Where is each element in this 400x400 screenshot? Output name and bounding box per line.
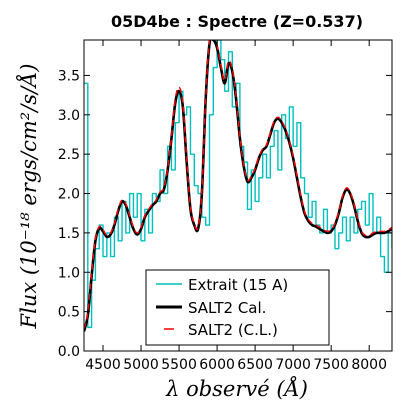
y-tick-label: 1.0 [58, 265, 80, 281]
x-tick-label: 8000 [351, 357, 387, 373]
y-axis-label: Flux (10⁻¹⁸ ergs/cm²/s/Å) [16, 64, 41, 330]
x-tick-label: 7000 [275, 357, 311, 373]
legend: Extrait (15 A) SALT2 Cal. SALT2 (C.L.) [145, 269, 330, 346]
y-tick-label: 3.0 [58, 108, 80, 124]
x-axis-label: λ observé (Å) [165, 376, 308, 400]
x-tick-label: 6000 [199, 357, 235, 373]
y-tick-label: 1.5 [58, 226, 80, 242]
legend-label-salt2-cal: SALT2 Cal. [188, 299, 266, 317]
series-layer [84, 40, 392, 332]
x-tick-label: 5500 [161, 357, 197, 373]
legend-label-salt2-cl: SALT2 (C.L.) [188, 321, 278, 339]
series-salt2-cl [84, 40, 392, 330]
y-tick-label: 3.5 [58, 68, 80, 84]
series-extrait [84, 40, 392, 329]
x-tick-label: 5000 [123, 357, 159, 373]
ticks-layer: 4500 5000 5500 6000 6500 7000 7500 8000 0.0 0.5 1.… [58, 40, 392, 373]
chart-title: 05D4be : Spectre (Z=0.537) [111, 12, 363, 31]
legend-label-extrait: Extrait (15 A) [188, 276, 288, 294]
y-tick-label: 0.0 [58, 344, 80, 360]
y-tick-label: 2.0 [58, 187, 80, 203]
y-tick-label: 2.5 [58, 147, 80, 163]
plot-frame [83, 39, 393, 352]
x-tick-label: 6500 [237, 357, 273, 373]
x-tick-label: 7500 [313, 357, 349, 373]
x-tick-label: 4500 [85, 357, 121, 373]
y-tick-label: 0.5 [58, 305, 80, 321]
